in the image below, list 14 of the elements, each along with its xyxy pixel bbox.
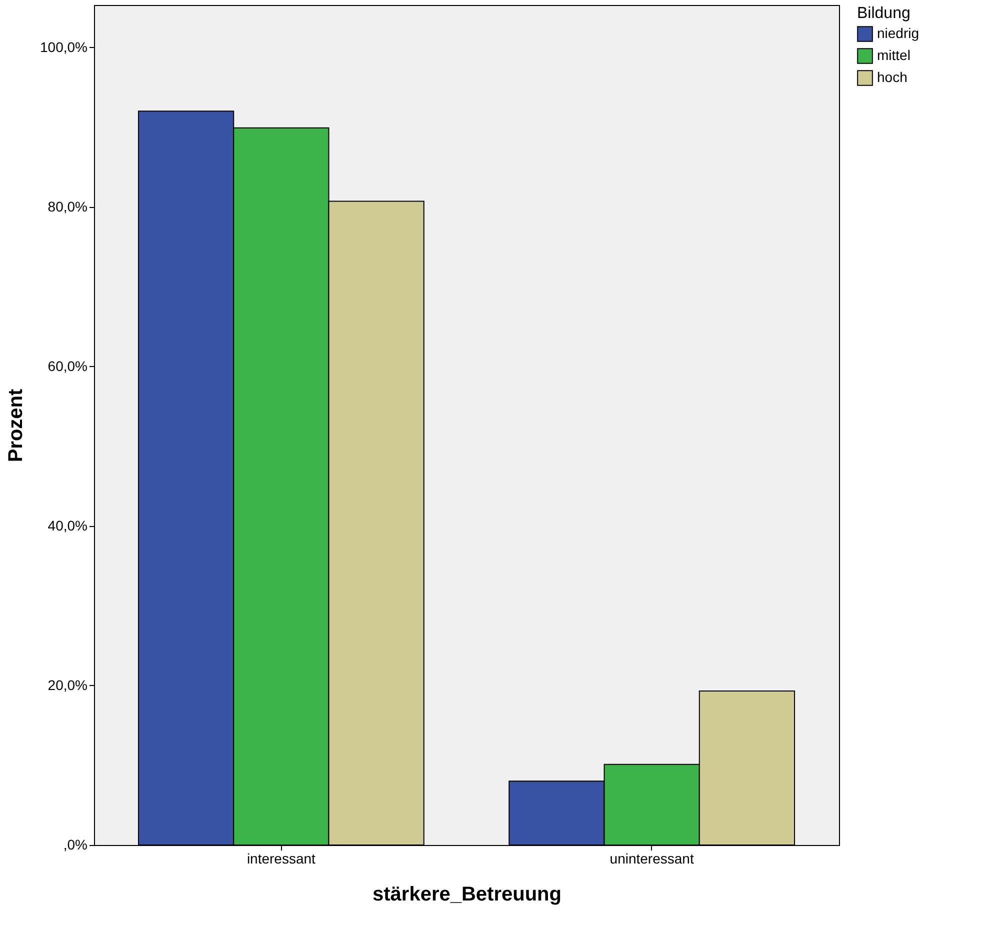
legend-title: Bildung <box>857 5 910 22</box>
y-tick-label: ,0% <box>63 836 88 852</box>
y-tick-label: 80,0% <box>48 198 88 214</box>
y-axis-title: Prozent <box>5 388 28 462</box>
x-tick-label: interessant <box>246 850 316 866</box>
legend-label: mittel <box>877 47 910 63</box>
y-tick-label: 20,0% <box>48 676 88 693</box>
x-axis-title: stärkere_Betreuung <box>372 884 562 906</box>
y-tick-label: 40,0% <box>48 517 88 534</box>
y-tick-label: 100,0% <box>40 38 88 55</box>
legend-label: niedrig <box>877 25 920 41</box>
y-tick-label: 60,0% <box>48 358 88 374</box>
legend-label: hoch <box>877 69 908 85</box>
x-tick-label: uninteressant <box>610 850 694 866</box>
